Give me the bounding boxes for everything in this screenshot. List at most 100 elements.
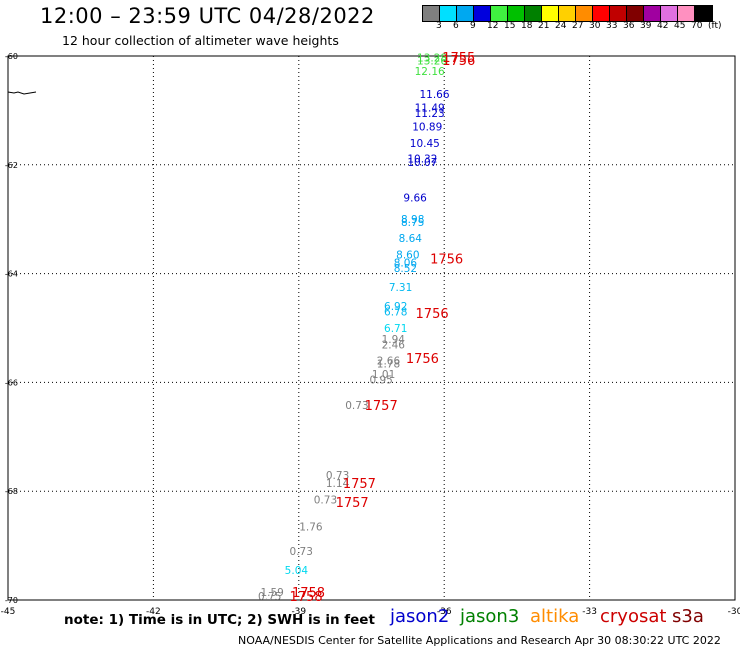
time-label: 1756 bbox=[442, 54, 475, 69]
swh-label: 0.95 bbox=[369, 375, 392, 387]
time-label: 1757 bbox=[365, 399, 398, 414]
swh-label: 8.64 bbox=[399, 233, 423, 245]
legend-label: 36 bbox=[623, 21, 635, 31]
time-label: 1758 bbox=[290, 590, 323, 605]
swh-label: 10.45 bbox=[410, 138, 440, 150]
legend-label: 18 bbox=[521, 21, 533, 31]
time-label: 1757 bbox=[336, 496, 369, 511]
swh-label: 12.16 bbox=[415, 66, 445, 78]
swh-label: 11.49 bbox=[415, 103, 445, 115]
x-tick-label: -30 bbox=[728, 607, 740, 617]
legend-swatch bbox=[593, 6, 610, 21]
swh-label: 8.52 bbox=[394, 263, 417, 275]
legend-label: 70 bbox=[691, 21, 703, 31]
legend-swatch bbox=[508, 6, 525, 21]
swh-label: 0.73 bbox=[314, 494, 337, 506]
y-tick-label: -68 bbox=[5, 487, 18, 496]
swh-label: 1.94 bbox=[382, 334, 406, 346]
time-label: 1756 bbox=[416, 307, 449, 322]
time-label: 1758 bbox=[292, 586, 325, 601]
legend-swatch bbox=[525, 6, 542, 21]
legend-label: 30 bbox=[589, 21, 601, 31]
y-tick-label: -70 bbox=[5, 596, 18, 605]
legend-label: 21 bbox=[538, 21, 550, 31]
swh-label: 1.01 bbox=[372, 369, 395, 381]
swh-label: 0.75 bbox=[258, 591, 281, 603]
y-tick-label: -66 bbox=[5, 378, 18, 387]
legend-label: 39 bbox=[640, 21, 652, 31]
x-tick-label: -42 bbox=[146, 607, 161, 617]
footer-credit: NOAA/NESDIS Center for Satellite Applica… bbox=[238, 634, 721, 647]
swh-label: 8.75 bbox=[401, 217, 424, 229]
swh-label: 5.04 bbox=[285, 565, 309, 577]
legend-swatch bbox=[423, 6, 440, 21]
swh-label: 9.66 bbox=[403, 192, 427, 204]
x-tick-label: -36 bbox=[437, 607, 452, 617]
legend-swatch bbox=[576, 6, 593, 21]
x-tick-label: -33 bbox=[582, 607, 597, 617]
color-scale-labels: 3 6 9 12 15 18 21 24 27 30 33 36 39 42 45 70 (ft) bbox=[422, 21, 740, 35]
coastline-fragment bbox=[7, 91, 37, 95]
legend-label: 33 bbox=[606, 21, 618, 31]
legend-swatch bbox=[457, 6, 474, 21]
chart-subtitle: 12 hour collection of altimeter wave hei… bbox=[62, 33, 339, 48]
time-label: 1756 bbox=[430, 252, 463, 267]
swh-label: 0.73 bbox=[290, 546, 313, 558]
satellite-legend-jason2: jason2 bbox=[390, 606, 450, 627]
time-label: 1755 bbox=[442, 51, 475, 66]
legend-label: 15 bbox=[504, 21, 516, 31]
swh-label: 13.26 bbox=[417, 55, 447, 67]
legend-swatch bbox=[542, 6, 559, 21]
note-text: note: 1) Time is in UTC; 2) SWH is in fe… bbox=[64, 612, 375, 628]
legend-swatch bbox=[559, 6, 576, 21]
swh-label: 10.07 bbox=[407, 157, 437, 169]
y-tick-label: -62 bbox=[5, 161, 18, 170]
swh-label: 1.59 bbox=[260, 587, 283, 599]
legend-label: 9 bbox=[470, 21, 476, 31]
swh-label: 0.73 bbox=[345, 400, 368, 412]
swh-label: 8.60 bbox=[396, 250, 419, 262]
legend-swatch bbox=[610, 6, 627, 21]
swh-label: 10.89 bbox=[412, 122, 442, 134]
time-label: 1756 bbox=[406, 352, 439, 367]
legend-label: 6 bbox=[453, 21, 459, 31]
swh-label: 2.46 bbox=[382, 339, 406, 351]
y-tick-label: -64 bbox=[5, 270, 18, 279]
legend-swatch bbox=[440, 6, 457, 21]
legend-label: 12 bbox=[487, 21, 499, 31]
legend-label: 24 bbox=[555, 21, 567, 31]
swh-label: 8.98 bbox=[401, 214, 424, 226]
swh-label: 6.92 bbox=[384, 301, 407, 313]
x-tick-label: -39 bbox=[291, 607, 306, 617]
legend-label: (ft) bbox=[708, 21, 722, 31]
satellite-legend-s3a: s3a bbox=[672, 606, 704, 627]
swh-label: 1.76 bbox=[299, 522, 323, 534]
legend-label: 45 bbox=[674, 21, 686, 31]
legend-swatch bbox=[627, 6, 644, 21]
swh-label: 11.23 bbox=[415, 108, 445, 120]
legend-label: 42 bbox=[657, 21, 669, 31]
satellite-legend-cryosat: cryosat bbox=[600, 606, 667, 627]
legend-swatch bbox=[695, 6, 712, 21]
swh-label: 6.71 bbox=[384, 323, 407, 335]
plot-frame bbox=[7, 55, 736, 601]
swh-label: 10.32 bbox=[407, 153, 437, 165]
satellite-legend-altika: altika bbox=[530, 606, 580, 627]
x-tick-label: -45 bbox=[1, 607, 16, 617]
chart-title: 12:00 – 23:59 UTC 04/28/2022 bbox=[40, 4, 375, 28]
swh-label: 7.31 bbox=[389, 282, 412, 294]
swh-label: 13.28 bbox=[417, 53, 447, 65]
swh-label: 2.66 bbox=[377, 356, 401, 368]
swh-label: 1.78 bbox=[377, 358, 400, 370]
swh-label: 1.14 bbox=[326, 478, 350, 490]
time-label: 1757 bbox=[343, 477, 376, 492]
swh-label: 11.66 bbox=[419, 89, 449, 101]
legend-label: 3 bbox=[436, 21, 442, 31]
legend-swatch bbox=[474, 6, 491, 21]
legend-label: 27 bbox=[572, 21, 584, 31]
swh-label: 6.78 bbox=[384, 307, 407, 319]
color-scale-legend bbox=[422, 5, 713, 22]
legend-swatch bbox=[491, 6, 508, 21]
